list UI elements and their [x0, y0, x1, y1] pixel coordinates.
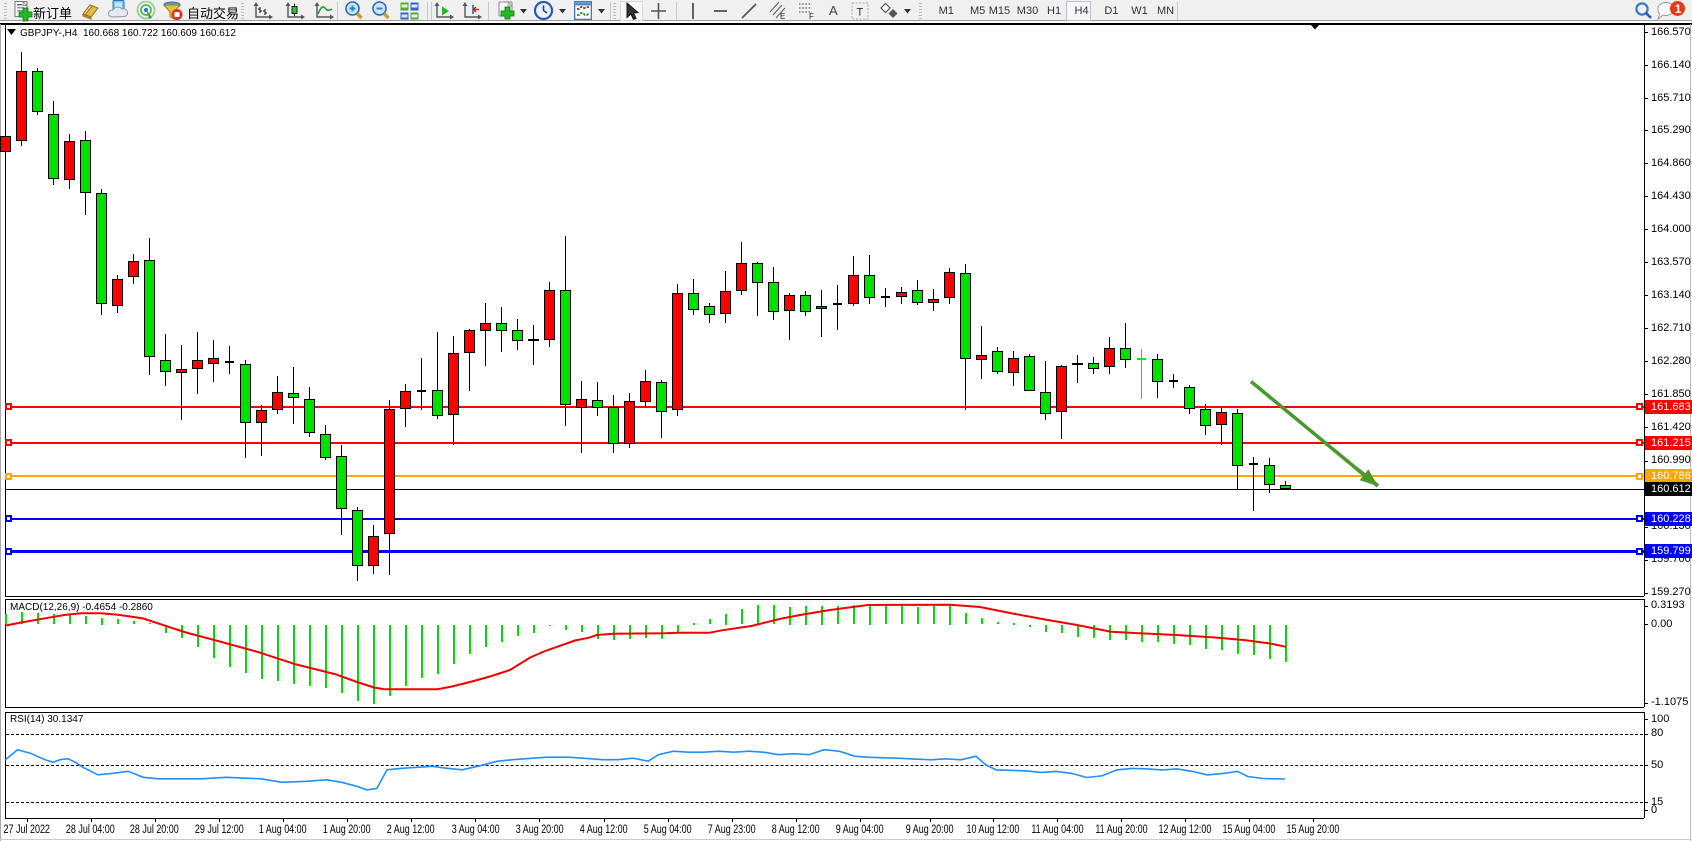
svg-text:F: F: [809, 12, 814, 21]
svg-text:1: 1: [1675, 2, 1682, 16]
svg-text:T: T: [857, 7, 864, 19]
svg-text:E: E: [780, 12, 785, 21]
